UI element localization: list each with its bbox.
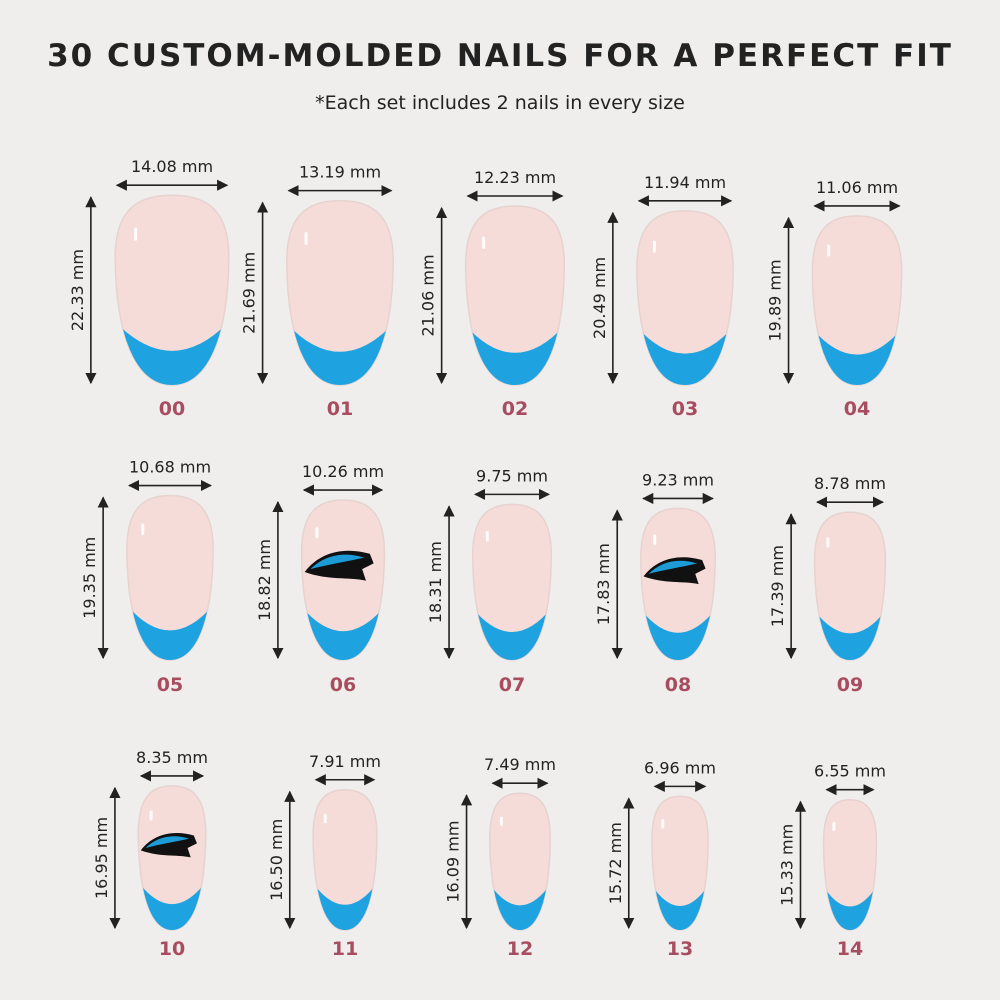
size-number: 07: [499, 674, 525, 696]
size-number: 01: [327, 398, 353, 420]
size-number: 08: [665, 674, 691, 696]
size-number: 10: [159, 938, 185, 960]
nail-shape: [464, 205, 566, 386]
highlight: [653, 534, 657, 545]
highlight: [482, 236, 486, 249]
highlight: [827, 244, 831, 257]
highlight: [485, 530, 489, 542]
highlight: [315, 527, 319, 539]
highlight: [134, 227, 138, 241]
width-label: 6.96 mm: [644, 758, 716, 777]
width-label: 7.91 mm: [309, 752, 381, 771]
nail-shape: [811, 215, 903, 386]
size-number: 11: [332, 938, 358, 960]
highlight: [652, 240, 656, 253]
length-label: 18.82 mm: [255, 539, 274, 621]
length-label: 18.31 mm: [426, 541, 445, 623]
length-label: 19.89 mm: [766, 259, 785, 341]
nail-shape: [126, 494, 214, 661]
nail-size-01: 13.19 mm 21.69 mm 01: [240, 163, 394, 420]
length-label: 16.50 mm: [267, 819, 286, 901]
width-label: 11.94 mm: [644, 173, 726, 192]
nail-size-06: 10.26 mm 18.82 mm 06: [255, 462, 386, 696]
length-label: 15.33 mm: [777, 824, 796, 906]
width-label: 12.23 mm: [474, 168, 556, 187]
width-label: 7.49 mm: [484, 755, 556, 774]
nail-size-09: 8.78 mm 17.39 mm 09: [768, 474, 887, 696]
nail-size-08: 9.23 mm 17.83 mm 08: [594, 470, 716, 696]
nail-size-03: 11.94 mm 20.49 mm 03: [590, 173, 734, 420]
nail-shape: [286, 199, 394, 386]
panther-logo-accent: [648, 560, 697, 574]
width-label: 10.68 mm: [129, 458, 211, 477]
nail-size-05: 10.68 mm 19.35 mm 05: [80, 458, 214, 696]
width-label: 9.23 mm: [642, 470, 714, 489]
nail-shape: [114, 194, 230, 386]
nail-shape: [300, 499, 386, 661]
nail-size-10: 8.35 mm 16.95 mm 10: [92, 748, 208, 960]
size-number: 05: [157, 674, 183, 696]
highlight: [832, 821, 836, 831]
nail-size-00: 14.08 mm 22.33 mm 00: [68, 157, 230, 420]
highlight: [304, 231, 308, 245]
size-number: 06: [330, 674, 356, 696]
highlight: [499, 816, 503, 827]
highlight: [141, 523, 145, 535]
nail-shape: [471, 503, 553, 661]
page-title: 30 CUSTOM-MOLDED NAILS FOR A PERFECT FIT: [47, 38, 953, 74]
highlight: [826, 537, 830, 548]
length-label: 16.95 mm: [92, 817, 111, 899]
length-label: 15.72 mm: [606, 822, 625, 904]
width-label: 8.78 mm: [814, 474, 886, 493]
size-number: 14: [837, 938, 863, 960]
panther-logo-accent: [145, 836, 190, 848]
size-number: 02: [502, 398, 528, 420]
size-number: 04: [844, 398, 870, 420]
nail-shape: [636, 210, 734, 386]
highlight: [149, 810, 153, 821]
width-label: 11.06 mm: [816, 178, 898, 197]
width-label: 6.55 mm: [814, 762, 886, 781]
nail-size-07: 9.75 mm 18.31 mm 07: [426, 466, 553, 696]
nail-size-02: 12.23 mm 21.06 mm 02: [419, 168, 566, 420]
length-label: 21.69 mm: [240, 252, 259, 334]
nail-size-14: 6.55 mm 15.33 mm 14: [777, 762, 885, 960]
highlight: [661, 819, 665, 829]
length-label: 20.49 mm: [590, 257, 609, 339]
nail-shape: [640, 507, 716, 661]
page-subtitle: *Each set includes 2 nails in every size: [315, 92, 685, 114]
length-label: 16.09 mm: [444, 821, 463, 903]
length-label: 17.83 mm: [594, 543, 613, 625]
panther-logo-accent: [310, 554, 365, 570]
length-label: 22.33 mm: [68, 249, 87, 331]
nail-size-04: 11.06 mm 19.89 mm 04: [766, 178, 903, 420]
highlight: [323, 813, 327, 824]
size-number: 00: [159, 398, 185, 420]
length-label: 17.39 mm: [768, 545, 787, 627]
width-label: 8.35 mm: [136, 748, 208, 767]
width-label: 9.75 mm: [476, 466, 548, 485]
length-label: 19.35 mm: [80, 537, 99, 619]
width-label: 14.08 mm: [131, 157, 213, 176]
width-label: 13.19 mm: [299, 163, 381, 182]
width-label: 10.26 mm: [302, 462, 384, 481]
size-number: 12: [507, 938, 533, 960]
size-number: 09: [837, 674, 863, 696]
nail-size-11: 7.91 mm 16.50 mm 11: [267, 752, 381, 960]
length-label: 21.06 mm: [419, 254, 438, 336]
size-number: 03: [672, 398, 698, 420]
size-number: 13: [667, 938, 693, 960]
nail-size-13: 6.96 mm 15.72 mm 13: [606, 758, 716, 960]
nail-size-12: 7.49 mm 16.09 mm 12: [444, 755, 556, 960]
